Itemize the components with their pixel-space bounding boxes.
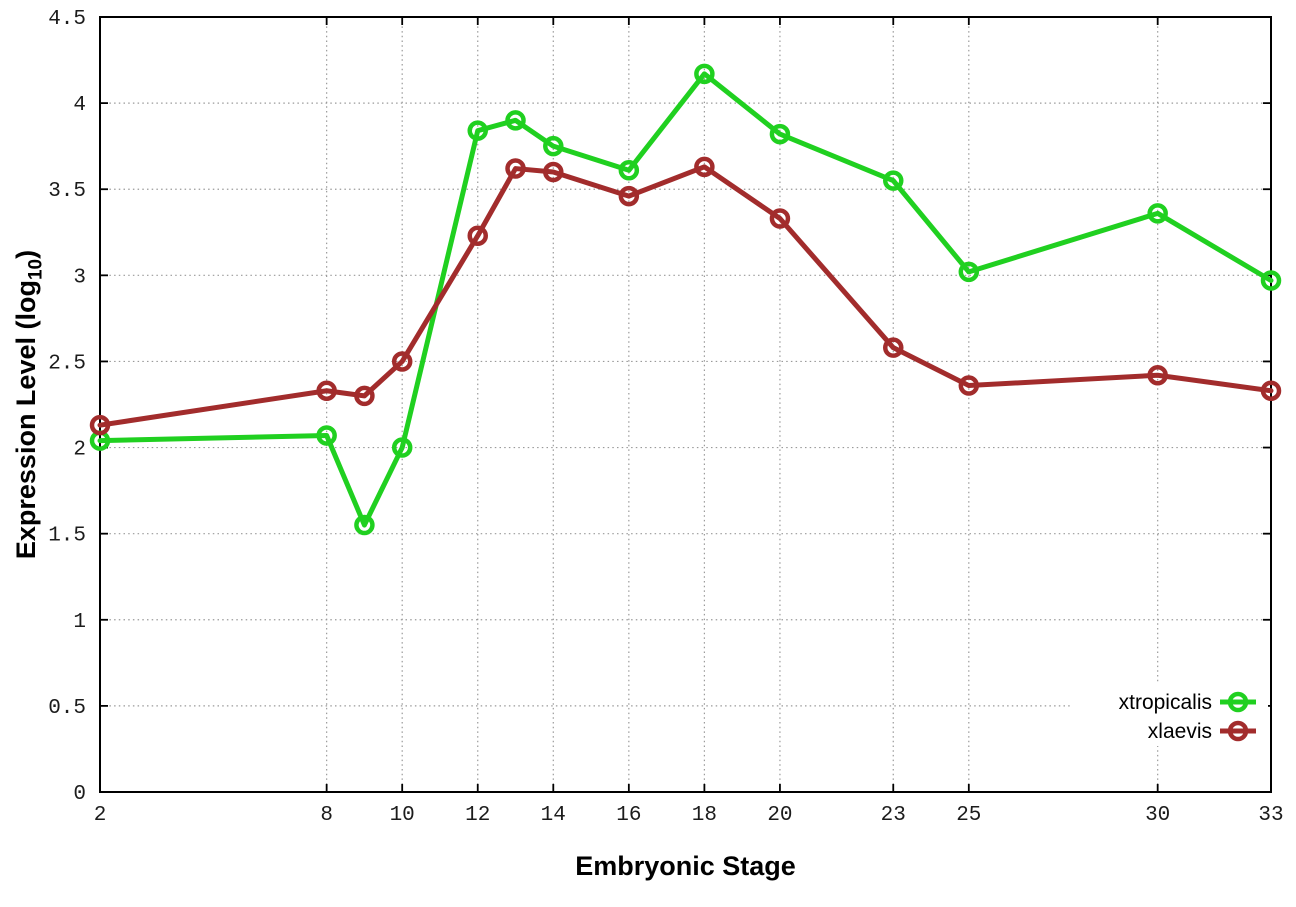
y-tick-label: 3.5: [48, 180, 86, 203]
y-axis-title-suffix: ): [11, 249, 41, 259]
data-point-xlaevis: [694, 156, 715, 178]
data-point-xlaevis: [467, 225, 488, 246]
data-point-xtropicalis: [1147, 203, 1168, 224]
data-point-xtropicalis: [883, 170, 904, 191]
data-point-xtropicalis: [769, 123, 791, 145]
x-tick-label: 30: [1145, 804, 1170, 827]
y-tick-label: 1.5: [48, 525, 86, 548]
x-tick-label: 2: [94, 804, 107, 827]
data-point-xtropicalis: [467, 120, 488, 141]
y-tick-label: 4.5: [48, 8, 86, 31]
data-point-xlaevis: [958, 375, 980, 396]
data-point-xlaevis: [505, 158, 526, 179]
legend-label-xlaevis: xlaevis: [1148, 720, 1212, 743]
grid: [99, 16, 1272, 793]
tick-labels: 2 8 10 12 14 16 18 20 23 25 30 33 0 0.5 1 1.5 2 2.5 3 3.5 4 4…: [48, 8, 1283, 827]
y-axis-title: Expression Level (log10): [9, 17, 53, 792]
y-axis-title-text: Expression Level (log: [11, 280, 41, 560]
data-point-xlaevis: [618, 185, 640, 207]
y-tick-label: 4: [73, 94, 86, 117]
data-point-xtropicalis: [694, 63, 715, 85]
x-tick-label: 33: [1258, 804, 1283, 827]
series-xtropicalis: [89, 63, 1282, 536]
x-tick-label: 16: [616, 804, 641, 827]
x-axis-title: Embryonic Stage: [575, 851, 796, 881]
y-tick-label: 2.5: [48, 352, 86, 375]
data-point-xlaevis: [316, 380, 337, 401]
y-axis-title-subscript: 10: [25, 258, 47, 281]
x-tick-label: 12: [465, 804, 490, 827]
series-line-xtropicalis: [97, 71, 1274, 528]
x-tick-label: 8: [320, 804, 333, 827]
data-point-xlaevis: [769, 208, 791, 229]
data-point-xlaevis: [543, 161, 564, 183]
x-tick-label: 18: [692, 804, 717, 827]
data-point-xtropicalis: [543, 135, 564, 157]
tick-marks: [99, 16, 1272, 793]
x-tick-label: 20: [767, 804, 792, 827]
data-point-xlaevis: [1147, 364, 1168, 386]
data-point-xtropicalis: [618, 160, 640, 181]
data-point-xlaevis: [391, 351, 413, 372]
legend: xtropicalis xlaevis: [1072, 684, 1268, 746]
y-tick-label: 3: [73, 266, 86, 289]
y-tick-label: 2: [73, 439, 86, 462]
legend-marker-icon-xtropicalis: [1227, 691, 1249, 713]
plot-border: [99, 16, 1272, 793]
x-tick-label: 25: [956, 804, 981, 827]
legend-marker-icon-xlaevis: [1227, 720, 1249, 742]
legend-item-xlaevis: xlaevis: [1148, 720, 1256, 743]
x-tick-label: 10: [390, 804, 415, 827]
data-point-xtropicalis: [1260, 270, 1282, 291]
data-point-xtropicalis: [391, 437, 413, 458]
y-tick-label: 1: [73, 611, 86, 634]
data-point-xtropicalis: [354, 514, 375, 536]
legend-item-xtropicalis: xtropicalis: [1119, 691, 1256, 714]
data-point-xlaevis: [883, 337, 904, 358]
series-line-xlaevis: [97, 164, 1274, 428]
series-xlaevis: [89, 156, 1282, 436]
y-tick-label: 0: [73, 783, 86, 806]
y-tick-label: 0.5: [48, 697, 86, 720]
data-point-xlaevis: [354, 385, 375, 407]
data-point-xlaevis: [89, 414, 111, 436]
data-point-xlaevis: [1260, 380, 1282, 401]
data-point-xtropicalis: [316, 425, 337, 446]
x-tick-label: 14: [541, 804, 566, 827]
data-point-xtropicalis: [505, 110, 526, 131]
data-point-xtropicalis: [958, 261, 980, 283]
x-tick-label: 23: [881, 804, 906, 827]
legend-label-xtropicalis: xtropicalis: [1119, 691, 1212, 714]
